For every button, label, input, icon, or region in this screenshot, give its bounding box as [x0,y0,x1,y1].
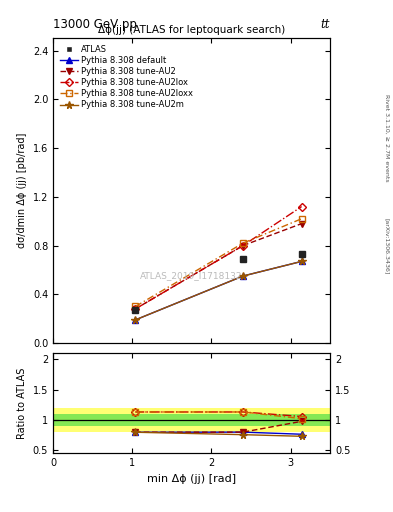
Title: Δϕ(jj) (ATLAS for leptoquark search): Δϕ(jj) (ATLAS for leptoquark search) [98,25,285,35]
Y-axis label: dσ/dmin Δϕ (jj) [pb/rad]: dσ/dmin Δϕ (jj) [pb/rad] [17,133,27,248]
Text: tt: tt [321,18,330,31]
Y-axis label: Ratio to ATLAS: Ratio to ATLAS [17,368,27,439]
Text: Rivet 3.1.10, ≥ 2.7M events: Rivet 3.1.10, ≥ 2.7M events [385,94,389,182]
X-axis label: min Δϕ (jj) [rad]: min Δϕ (jj) [rad] [147,474,236,483]
Legend: ATLAS, Pythia 8.308 default, Pythia 8.308 tune-AU2, Pythia 8.308 tune-AU2lox, Py: ATLAS, Pythia 8.308 default, Pythia 8.30… [57,42,196,112]
Text: [arXiv:1306.3436]: [arXiv:1306.3436] [385,218,389,274]
Text: 13000 GeV pp: 13000 GeV pp [53,18,137,31]
Text: ATLAS_2019_I1718132: ATLAS_2019_I1718132 [140,271,243,281]
